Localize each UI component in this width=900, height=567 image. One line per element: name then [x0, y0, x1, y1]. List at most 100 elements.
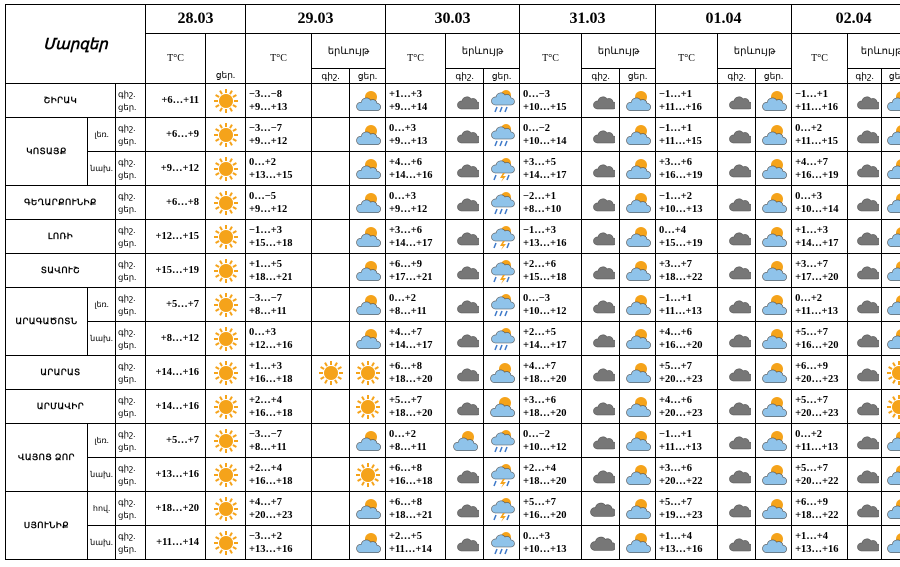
temperature-cell: +2…+4+16…+18: [246, 458, 312, 492]
weather-icon-cell: [484, 526, 520, 560]
rain-cloud-icon: [488, 190, 516, 216]
night-temp: 0…+2: [389, 292, 445, 305]
night-label: գիշ.: [118, 224, 145, 237]
weather-icon-cell: [312, 356, 350, 390]
weather-icon-cell: [484, 424, 520, 458]
night-temp: −1…+2: [659, 190, 717, 203]
weather-icon-cell: [484, 152, 520, 186]
temperature-cell: 0…+3+12…+16: [246, 322, 312, 356]
weather-icon-cell: [718, 424, 756, 458]
temperature-cell: +3…+6+20…+22: [656, 458, 718, 492]
sun-cloud-icon: [760, 326, 788, 352]
sun-cloud-icon: [624, 258, 652, 284]
weather-icon-cell: [848, 322, 882, 356]
temperature-cell: +4…+6+16…+20: [656, 322, 718, 356]
night-temp: +4…+6: [389, 156, 445, 169]
sun-icon: [213, 224, 239, 250]
phenomena-header: երևույթ: [312, 34, 386, 69]
date-header: 02.04: [792, 5, 900, 34]
temperature-cell: +2…+5+14…+17: [520, 322, 582, 356]
cloud-moon-icon: [851, 360, 879, 386]
weather-icon-cell: [582, 424, 620, 458]
night-temp: +2…+5: [389, 530, 445, 543]
day-temp: +20…+23: [249, 509, 311, 522]
night-temp: +5…+7: [659, 496, 717, 509]
sun-cloud-icon: [354, 326, 382, 352]
day-temp: +20…+22: [659, 475, 717, 488]
night-temp: +2…+4: [523, 462, 581, 475]
day-subheader: ցեր.: [620, 69, 656, 84]
day-temp: +19…+23: [659, 509, 717, 522]
weather-icon-cell: [848, 186, 882, 220]
night-temp: +3…+6: [389, 224, 445, 237]
weather-icon-cell: [756, 84, 792, 118]
temperature-cell: 0…+2+8…+11: [386, 424, 446, 458]
weather-icon-cell: [582, 152, 620, 186]
day-temp: +16…+20: [523, 509, 581, 522]
forecast-table: Մարզեր 28.03 29.03 30.03 31.03 01.04 02.…: [5, 4, 900, 560]
temperature-cell: +6…+8+16…+18: [386, 458, 446, 492]
day-label: ցեր.: [118, 373, 145, 386]
sun-icon: [213, 462, 239, 488]
weather-icon-cell: [582, 288, 620, 322]
cloud-moon-icon: [587, 462, 615, 488]
night-label: գիշ.: [118, 496, 145, 509]
weather-icon-cell: [848, 152, 882, 186]
weather-icon-cell: [582, 220, 620, 254]
sun-cloud-icon: [624, 122, 652, 148]
temperature-cell: +18…+20: [146, 492, 206, 526]
weather-icon-cell: [882, 152, 900, 186]
cloud-moon-icon: [723, 224, 751, 250]
cloud-moon-icon: [851, 394, 879, 420]
weather-icon-cell: [756, 254, 792, 288]
temperature-cell: 0…+2+8…+11: [386, 288, 446, 322]
weather-icon-cell: [756, 424, 792, 458]
night-temp: +3…+5: [523, 156, 581, 169]
day-temp: +11…+13: [795, 441, 847, 454]
time-labels: գիշ.ցեր.: [116, 186, 146, 220]
weather-icon-cell: [756, 118, 792, 152]
sun-icon: [213, 394, 239, 420]
temperature-cell: +3…+5+14…+17: [520, 152, 582, 186]
weather-icon-cell: [620, 288, 656, 322]
weather-icon-cell: [582, 186, 620, 220]
weather-icon-cell: [484, 322, 520, 356]
region-name: ՏԱՎՈՒՇ: [6, 254, 116, 288]
temperature-cell: +2…+4+18…+20: [520, 458, 582, 492]
temperature-cell: +5…+7+18…+20: [386, 390, 446, 424]
day-label: ցեր.: [118, 305, 145, 318]
temperature-cell: +6…+8+18…+20: [386, 356, 446, 390]
rain-cloud-icon: [488, 122, 516, 148]
sun-cloud-icon: [885, 190, 900, 216]
weather-icon-cell: [718, 458, 756, 492]
sun-cloud-icon: [624, 326, 652, 352]
cloud-moon-icon: [851, 122, 879, 148]
night-temp: +1…+3: [389, 88, 445, 101]
time-labels: գիշ.ցեր.: [116, 492, 146, 526]
sun-cloud-icon: [354, 156, 382, 182]
day-temp: +9…+12: [149, 162, 199, 175]
weather-icon-cell: [882, 84, 900, 118]
night-temp: 0…+2: [389, 428, 445, 441]
night-temp: +1…+5: [249, 258, 311, 271]
temperature-cell: +6…+8: [146, 186, 206, 220]
temperature-cell: +5…+7+20…+23: [656, 356, 718, 390]
time-labels: գիշ.ցեր.: [116, 288, 146, 322]
cloud-moon-icon: [851, 428, 879, 454]
temperature-cell: +1…+3+16…+18: [246, 356, 312, 390]
date-header: 29.03: [246, 5, 386, 34]
moon-icon: [318, 496, 344, 522]
day-temp: +16…+18: [249, 373, 311, 386]
day-temp: +20…+23: [795, 407, 847, 420]
night-temp: 0…+2: [795, 292, 847, 305]
cloud-moon-icon: [451, 122, 479, 148]
day-temp: +13…+16: [523, 237, 581, 250]
night-temp: +2…+5: [523, 326, 581, 339]
temperature-cell: −1…+1+11…+16: [792, 84, 848, 118]
night-subheader: գիշ.: [848, 69, 882, 84]
day-temp: +14…+16: [389, 169, 445, 182]
temperature-cell: +5…+7: [146, 288, 206, 322]
sun-cloud-icon: [624, 156, 652, 182]
weather-icon-cell: [350, 220, 386, 254]
